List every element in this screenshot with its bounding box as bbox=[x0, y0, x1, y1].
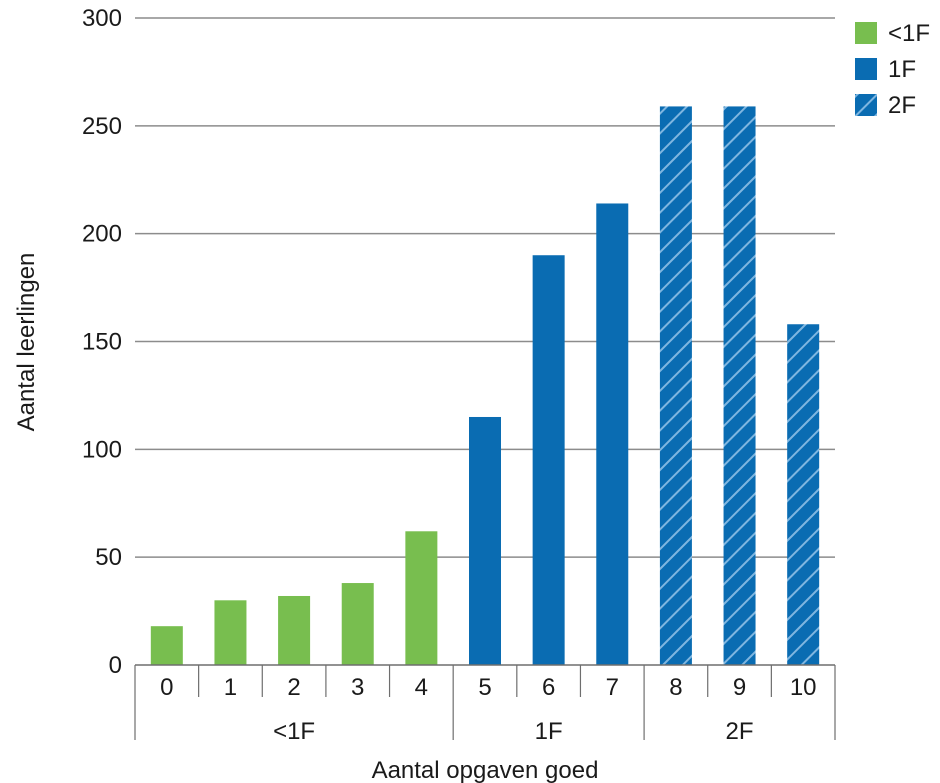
x-tick-label: 1 bbox=[224, 674, 237, 701]
x-tick-label: 0 bbox=[160, 674, 173, 701]
legend-label: <1F bbox=[888, 20, 930, 47]
bars bbox=[150, 106, 820, 665]
y-tick-label: 0 bbox=[109, 652, 122, 679]
legend-swatch bbox=[855, 94, 877, 116]
group-labels: <1F 1F 2F bbox=[273, 718, 753, 745]
gridlines bbox=[135, 17, 835, 558]
legend-label: 2F bbox=[888, 92, 916, 119]
x-tick-label: 4 bbox=[415, 674, 428, 701]
x-axis-title: Aantal opgaven goed bbox=[372, 757, 599, 783]
x-tick-label: 2 bbox=[287, 674, 300, 701]
x-tick-label: 9 bbox=[733, 674, 746, 701]
y-tick-label: 50 bbox=[95, 544, 122, 571]
bar-8 bbox=[659, 106, 692, 665]
bar-1 bbox=[214, 600, 247, 665]
x-tick-label: 8 bbox=[669, 674, 682, 701]
bar-6 bbox=[532, 255, 565, 665]
bar-5 bbox=[469, 416, 501, 665]
y-tick-label: 300 bbox=[82, 5, 122, 32]
y-tick-label: 200 bbox=[82, 221, 122, 248]
bar-4 bbox=[405, 531, 438, 665]
legend-swatch bbox=[855, 58, 877, 80]
x-tick-label: 7 bbox=[606, 674, 619, 701]
x-tick-label: 3 bbox=[351, 674, 364, 701]
group-label: 2F bbox=[726, 718, 754, 745]
y-tick-label: 150 bbox=[82, 329, 122, 356]
legend-swatch bbox=[855, 22, 877, 44]
x-tick-label: 10 bbox=[790, 674, 817, 701]
group-label: 1F bbox=[535, 718, 563, 745]
axes bbox=[134, 664, 836, 740]
legend-label: 1F bbox=[888, 56, 916, 83]
bar-3 bbox=[341, 583, 374, 665]
bar-7 bbox=[596, 203, 629, 665]
x-tick-label: 6 bbox=[542, 674, 555, 701]
bar-10 bbox=[787, 324, 820, 665]
legend: <1F 1F 2F bbox=[855, 20, 930, 119]
tick-labels: 0 50 100 150 200 250 300 0 1 2 3 4 5 6 7 8 9 10 bbox=[82, 5, 817, 701]
y-tick-label: 250 bbox=[82, 113, 122, 140]
x-tick-label: 5 bbox=[478, 674, 491, 701]
y-axis-title: Aantal leerlingen bbox=[13, 253, 40, 432]
bar-0 bbox=[150, 626, 183, 665]
group-label: <1F bbox=[273, 718, 315, 745]
bar-9 bbox=[723, 106, 756, 665]
bar-2 bbox=[278, 595, 311, 665]
y-tick-label: 100 bbox=[82, 436, 122, 463]
